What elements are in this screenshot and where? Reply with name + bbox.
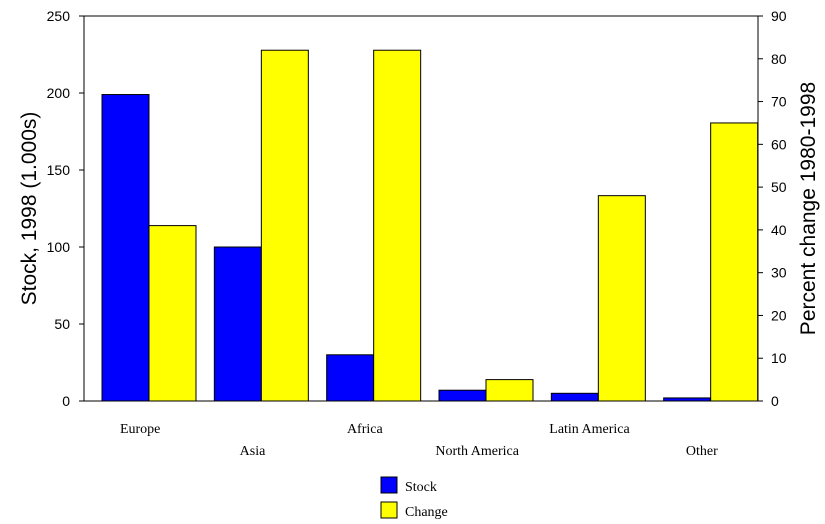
bars-group [101, 49, 759, 402]
legend-label-stock: Stock [405, 480, 437, 495]
category-label: Africa [347, 422, 384, 437]
bar-change-other [710, 122, 759, 402]
y-tick-label: 50 [54, 316, 70, 332]
y2-tick-label: 30 [771, 265, 787, 281]
y2-tick-label: 0 [771, 393, 779, 409]
bar-stock-europe [101, 94, 150, 402]
bar-change-north-america [485, 379, 534, 402]
category-label: Latin America [549, 422, 630, 437]
legend-swatch-stock [380, 476, 398, 494]
y2-tick-label: 80 [771, 51, 787, 67]
y2-tick-label: 90 [771, 8, 787, 24]
category-label: Other [686, 444, 718, 459]
y-tick-label: 250 [47, 8, 71, 24]
y2-tick-label: 40 [771, 222, 787, 238]
y2-tick-label: 70 [771, 94, 787, 110]
y-tick-label: 0 [62, 393, 70, 409]
y2-tick-label: 10 [771, 350, 787, 366]
bar-change-asia [260, 49, 309, 402]
y-axis-title: Stock, 1998 (1.000s) [18, 112, 41, 306]
category-labels: Europe Asia Africa North America Latin Ameri… [120, 422, 718, 459]
bar-change-latin-america [597, 195, 646, 402]
bar-stock-north-america [438, 389, 487, 402]
y-tick-label: 100 [47, 239, 71, 255]
y2-axis-title: Percent change 1980-1998 [797, 82, 820, 335]
y-tick-label: 200 [47, 85, 71, 101]
y-tick-label: 150 [47, 162, 71, 178]
legend-label-change: Change [405, 505, 448, 520]
legend: Stock Change [380, 476, 448, 520]
y2-tick-label: 60 [771, 136, 787, 152]
category-label: Europe [120, 422, 160, 437]
category-label: Asia [240, 444, 266, 459]
y2-tick-label: 50 [771, 179, 787, 195]
bar-stock-asia [213, 246, 262, 402]
bar-change-africa [373, 49, 422, 402]
y2-tick-label: 20 [771, 307, 787, 323]
bar-change-europe [148, 225, 197, 402]
category-label: North America [435, 444, 519, 459]
bar-stock-latin-america [550, 392, 599, 402]
plot-frame [83, 15, 759, 402]
axes-group: 0 50 100 150 200 250 0 10 20 30 40 50 60 70 80 90 [47, 8, 787, 409]
legend-swatch-change [380, 501, 398, 519]
bar-stock-africa [326, 354, 375, 402]
